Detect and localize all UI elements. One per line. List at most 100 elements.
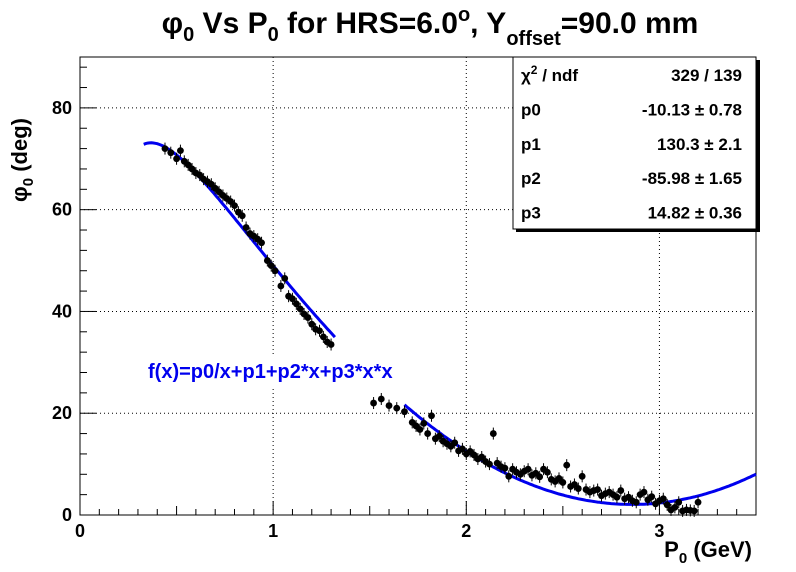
marker bbox=[167, 149, 175, 157]
data-point bbox=[401, 405, 408, 418]
plot-frame bbox=[79, 56, 757, 516]
marker bbox=[416, 426, 424, 433]
marker bbox=[478, 453, 486, 461]
title-phi-sub: 0 bbox=[183, 24, 194, 46]
data-point bbox=[536, 470, 544, 483]
title-mid3: , Y bbox=[470, 7, 506, 40]
x-tick-label: 2 bbox=[461, 521, 471, 541]
marker bbox=[505, 472, 513, 480]
marker bbox=[173, 155, 180, 163]
data-point bbox=[486, 458, 493, 471]
data-point bbox=[161, 142, 169, 155]
data-point bbox=[489, 427, 497, 440]
marker bbox=[267, 262, 275, 270]
marker bbox=[258, 239, 265, 247]
stats-value: -10.13 ± 0.78 bbox=[642, 100, 742, 119]
data-point bbox=[617, 484, 625, 497]
data-point bbox=[289, 292, 296, 305]
chart-title: φ0 Vs P0 for HRS=6.0o, Yoffset=90.0 mm bbox=[162, 4, 699, 50]
marker bbox=[370, 399, 377, 407]
marker bbox=[574, 485, 582, 492]
y-tick-label: 40 bbox=[52, 301, 72, 321]
stats-box: χ2 / ndf 329 / 139 p0 -10.13 ± 0.78 p1 130.3 … bbox=[512, 56, 760, 232]
title-phi: φ bbox=[162, 7, 183, 40]
y-tick-label: 80 bbox=[52, 98, 72, 118]
marker bbox=[594, 486, 602, 493]
marker bbox=[690, 507, 698, 515]
data-point bbox=[277, 280, 285, 292]
data-point bbox=[173, 152, 180, 165]
axis-ticks: 0 1 2 3 0 20 40 60 80 bbox=[52, 66, 757, 541]
marker bbox=[177, 147, 184, 155]
title-end: =90.0 mm bbox=[561, 7, 699, 40]
y-axis-label: φ0 (deg) bbox=[7, 118, 37, 202]
y-tick-label: 0 bbox=[62, 505, 72, 525]
marker bbox=[296, 305, 304, 313]
x-tick-label: 0 bbox=[75, 521, 85, 541]
data-point bbox=[544, 466, 551, 479]
y-tick-label: 60 bbox=[52, 200, 72, 220]
marker bbox=[401, 408, 408, 416]
data-point bbox=[640, 486, 648, 499]
data-point bbox=[648, 490, 656, 503]
marker bbox=[501, 464, 509, 472]
data-point bbox=[451, 436, 459, 449]
data-point bbox=[304, 311, 312, 324]
marker bbox=[648, 493, 656, 501]
marker bbox=[459, 445, 466, 453]
marker bbox=[238, 212, 246, 220]
data-point bbox=[238, 209, 246, 222]
marker bbox=[435, 432, 443, 440]
stats-label-rest: / ndf bbox=[537, 66, 578, 85]
stats-box-frame bbox=[512, 56, 757, 230]
data-point bbox=[316, 324, 323, 337]
marker bbox=[671, 503, 679, 511]
data-point bbox=[578, 470, 586, 483]
marker bbox=[544, 468, 551, 476]
marker bbox=[424, 430, 432, 437]
marker bbox=[263, 257, 271, 264]
x-label-base: P bbox=[664, 537, 679, 562]
data-point bbox=[524, 463, 532, 476]
data-point bbox=[258, 236, 265, 249]
data-point bbox=[428, 409, 435, 422]
fit-curve-segment bbox=[143, 141, 337, 339]
data-point bbox=[671, 501, 679, 514]
data-point bbox=[435, 430, 443, 443]
data-point bbox=[271, 264, 279, 277]
marker bbox=[304, 314, 312, 321]
data-point bbox=[459, 442, 466, 455]
marker bbox=[316, 327, 323, 335]
data-point bbox=[385, 399, 393, 412]
marker bbox=[428, 412, 435, 420]
marker bbox=[675, 498, 683, 506]
data-point bbox=[242, 221, 250, 234]
marker bbox=[524, 465, 532, 473]
marker bbox=[393, 404, 401, 412]
marker bbox=[663, 501, 671, 509]
data-point bbox=[559, 476, 567, 489]
marker bbox=[563, 461, 571, 469]
data-point bbox=[505, 470, 513, 483]
data-point bbox=[263, 254, 271, 267]
marker bbox=[613, 493, 621, 501]
stats-label-base: p3 bbox=[521, 204, 541, 223]
data-point bbox=[659, 492, 667, 505]
marker bbox=[161, 145, 169, 153]
marker bbox=[327, 341, 335, 348]
stats-rows: χ2 / ndf 329 / 139 p0 -10.13 ± 0.78 p1 130.3 … bbox=[521, 63, 742, 223]
fit-label: f(x)=p0/x+p1+p2*x+p3*x*x bbox=[148, 361, 393, 383]
title-mid2: for HRS=6.0 bbox=[279, 7, 458, 40]
data-point bbox=[563, 459, 571, 472]
marker bbox=[277, 282, 285, 290]
marker bbox=[231, 202, 238, 209]
marker bbox=[385, 402, 393, 409]
data-point bbox=[319, 330, 327, 343]
data-point bbox=[594, 483, 602, 496]
stats-label-base: χ bbox=[521, 66, 531, 85]
grid-lines bbox=[80, 57, 756, 515]
stats-value: 130.3 ± 2.1 bbox=[657, 135, 742, 154]
data-point bbox=[281, 272, 289, 285]
data-point bbox=[632, 496, 640, 509]
